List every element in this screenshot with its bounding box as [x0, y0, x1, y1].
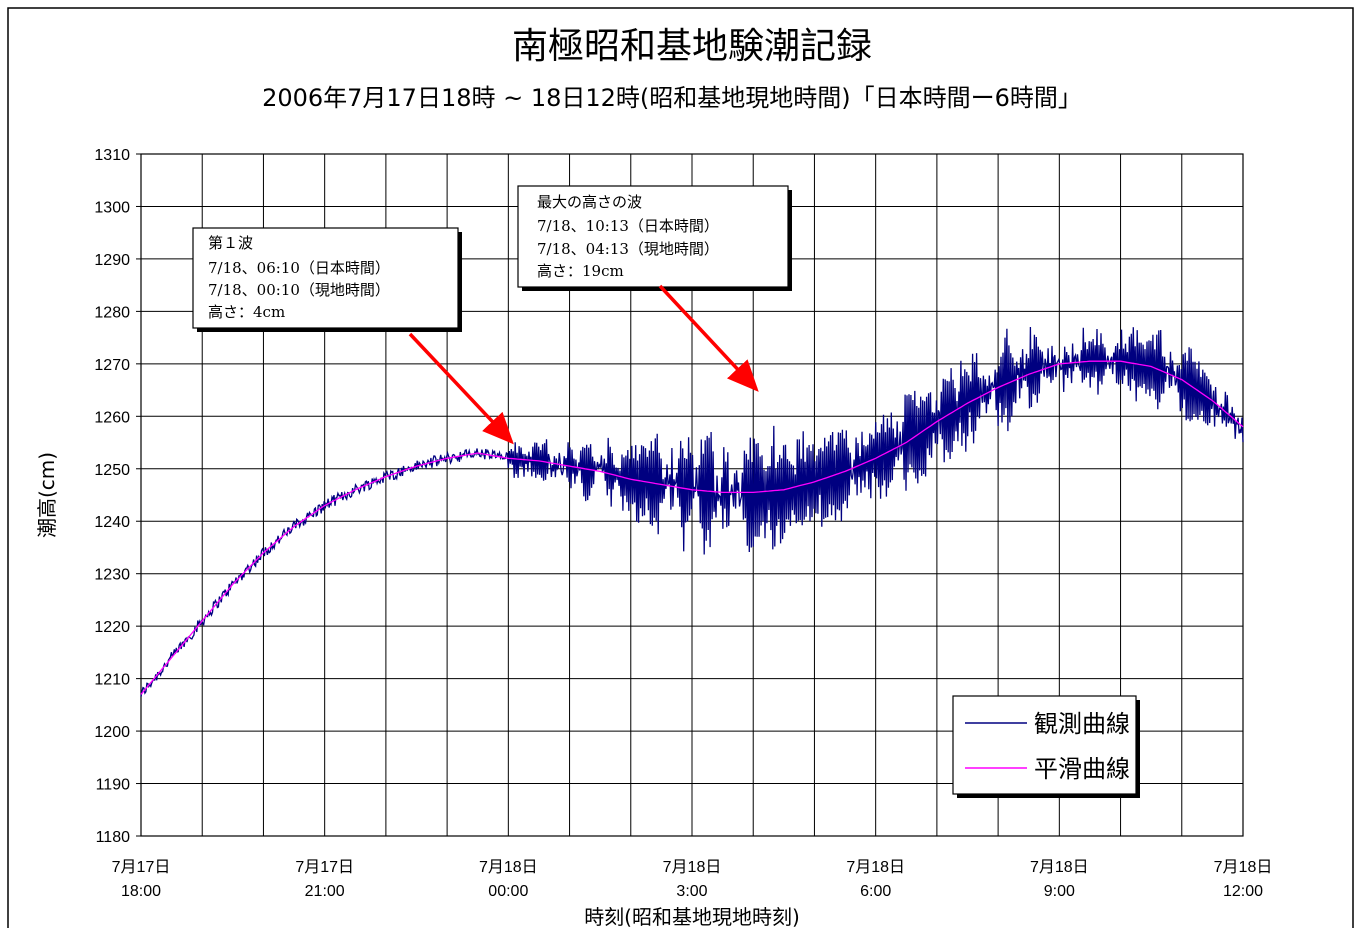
annotation-line: 7/18、04:13（現地時間）	[537, 240, 719, 258]
annotation-arrow	[408, 332, 514, 445]
x-tick-label-time: 00:00	[488, 883, 528, 900]
y-tick-label: 1190	[96, 777, 131, 794]
annotation-arrow	[658, 284, 759, 392]
legend-box-shadow	[957, 794, 1140, 798]
x-tick-label-date: 7月18日	[479, 859, 538, 876]
y-tick-label: 1250	[94, 462, 130, 479]
annotation-line: 最大の高さの波	[537, 193, 642, 211]
x-tick-label-time: 18:00	[121, 883, 161, 900]
annotation-box-shadow	[197, 328, 462, 332]
annotation-line: 第１波	[208, 234, 253, 252]
plot-area-border	[140, 153, 1244, 837]
annotation-line: 高さ：19cm	[537, 262, 624, 280]
y-tick-label: 1220	[94, 619, 130, 636]
x-tick-label-date: 7月18日	[663, 859, 722, 876]
legend-box	[952, 695, 1137, 795]
x-tick-label-date: 7月17日	[112, 859, 171, 876]
y-tick-label: 1280	[94, 304, 130, 321]
x-tick-label-date: 7月18日	[846, 859, 905, 876]
legend-label-smoothed: 平滑曲線	[1034, 755, 1130, 783]
annotation-box-shadow	[458, 232, 462, 332]
x-tick-label-time: 9:00	[1044, 883, 1075, 900]
y-tick-label: 1310	[94, 147, 130, 164]
annotation-max-wave: 最大の高さの波 7/18、10:13（日本時間） 7/18、04:13（現地時間…	[517, 185, 792, 291]
legend: 観測曲線 平滑曲線	[952, 695, 1140, 798]
y-tick-label: 1180	[96, 829, 131, 846]
chart-title: 南極昭和基地験潮記録	[512, 26, 872, 67]
y-tick-label: 1300	[94, 199, 130, 216]
x-tick-label-date: 7月18日	[1214, 859, 1273, 876]
x-tick-label-date: 7月18日	[1030, 859, 1089, 876]
chart-subtitle: 2006年7月17日18時 ~ 18日12時(昭和基地現地時間)「日本時間ー6時…	[262, 84, 1082, 112]
x-tick-label-time: 6:00	[860, 883, 891, 900]
y-tick-label: 1230	[94, 567, 130, 584]
series-line-smoothed	[140, 360, 1244, 695]
x-tick-label-time: 3:00	[676, 883, 707, 900]
annotation-box-shadow	[788, 190, 792, 291]
annotation-line: 7/18、00:10（現地時間）	[208, 281, 390, 299]
y-tick-label: 1240	[94, 514, 130, 531]
y-tick-label: 1270	[94, 357, 130, 374]
x-tick-label-time: 12:00	[1223, 883, 1263, 900]
annotation-first-wave: 第１波 7/18、06:10（日本時間） 7/18、00:10（現地時間） 高さ…	[192, 227, 462, 332]
annotation-box	[192, 227, 459, 329]
y-axis-label: 潮高(cm)	[35, 452, 59, 538]
annotation-box-shadow	[522, 287, 792, 291]
y-tick-label: 1200	[94, 724, 130, 741]
legend-label-observed: 観測曲線	[1034, 710, 1130, 738]
annotation-line: 高さ：4cm	[208, 303, 285, 321]
series-layer	[140, 326, 1244, 697]
x-tick-label-time: 21:00	[305, 883, 345, 900]
y-tick-label: 1260	[94, 409, 130, 426]
y-tick-label: 1210	[94, 672, 130, 689]
x-axis-label: 時刻(昭和基地現地時刻)	[584, 905, 800, 928]
x-tick-label-date: 7月17日	[295, 859, 354, 876]
annotation-arrows	[408, 284, 759, 445]
annotation-line: 7/18、06:10（日本時間）	[208, 259, 390, 277]
y-axis-ticks: 1180 1190 1200 1210 1220 1230 1240 1250 1260 1270…	[94, 147, 141, 846]
y-tick-label: 1290	[94, 252, 130, 269]
x-axis-ticks: 7月17日 18:00 7月17日 21:00 7月18日 00:00 7月18日 3:00 7…	[112, 859, 1273, 900]
annotation-line: 7/18、10:13（日本時間）	[537, 217, 719, 235]
legend-box-shadow	[1136, 700, 1140, 798]
